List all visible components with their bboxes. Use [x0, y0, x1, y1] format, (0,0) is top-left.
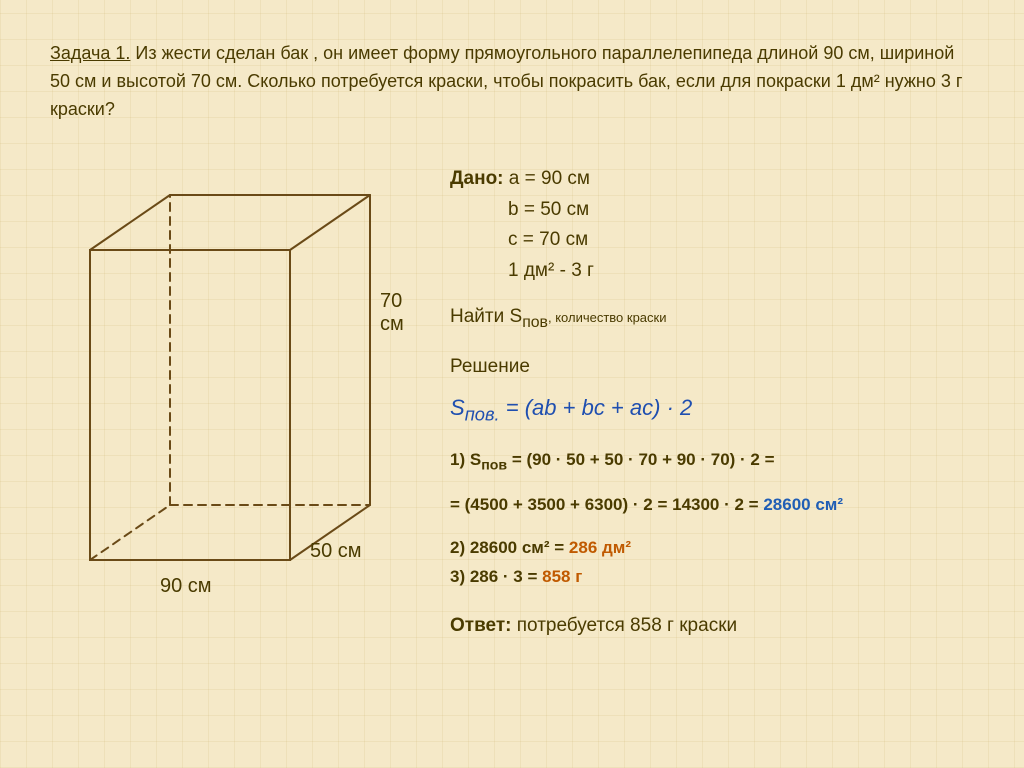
label-width: 90 см	[160, 575, 212, 598]
problem-text: Из жести сделан бак , он имеет форму пря…	[50, 43, 962, 119]
find-rest: , количество краски	[548, 310, 667, 325]
step-2: 2) 28600 см² = 286 дм²	[450, 534, 990, 563]
given-row-2: c = 70 см	[508, 226, 990, 255]
step-2-result: 286 дм²	[569, 538, 631, 557]
step-1b: = (4500 + 3500 + 6300) · 2 = 14300 · 2 =…	[450, 491, 990, 520]
solution-steps: 1) Sпов = (90 · 50 + 50 · 70 + 90 · 70) …	[450, 446, 990, 592]
solution-title: Решение	[450, 353, 990, 382]
step-3-result: 858 г	[542, 567, 582, 586]
cuboid-figure: 70 см 50 см 90 см	[70, 180, 390, 660]
problem-statement: Задача 1. Из жести сделан бак , он имеет…	[50, 40, 974, 124]
step-1-result: 28600 см²	[763, 495, 843, 514]
given-title: Дано:	[450, 168, 504, 189]
step-1: 1) Sпов = (90 · 50 + 50 · 70 + 90 · 70) …	[450, 446, 990, 477]
answer-label: Ответ:	[450, 615, 511, 636]
find-label: Найти	[450, 306, 504, 327]
problem-number: Задача 1.	[50, 43, 130, 63]
label-depth: 50 см	[310, 540, 362, 563]
label-height: 70 см	[380, 290, 404, 336]
answer-block: Ответ: потребуется 858 г краски	[450, 612, 990, 641]
find-symbol: Sпов	[510, 306, 548, 327]
given-row-3: 1 дм² - 3 г	[508, 257, 990, 286]
slide: Задача 1. Из жести сделан бак , он имеет…	[0, 0, 1024, 768]
given-row-1: b = 50 см	[508, 196, 990, 225]
cuboid-svg	[70, 180, 390, 660]
step-3: 3) 286 · 3 = 858 г	[450, 563, 990, 592]
solution-column: Дано: a = 90 см b = 50 см c = 70 см 1 дм…	[450, 165, 990, 641]
given-row-0: a = 90 см	[509, 168, 590, 189]
answer-text-value: потребуется 858 г краски	[517, 615, 737, 636]
given-block: Дано: a = 90 см b = 50 см c = 70 см 1 дм…	[450, 165, 990, 285]
find-block: Найти Sпов, количество краски	[450, 303, 990, 335]
surface-area-formula: Sпов. = (ab + bc + ac) · 2	[450, 391, 990, 428]
